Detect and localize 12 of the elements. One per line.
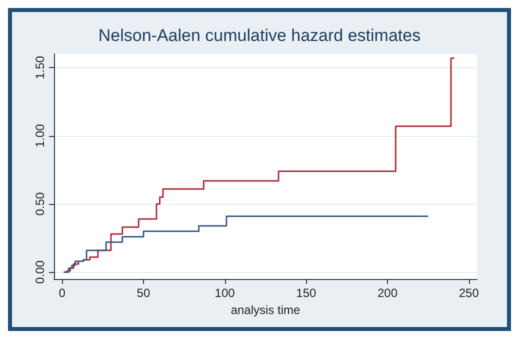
x-axis-title: analysis time (230, 302, 301, 317)
y-tick-label: 0.00 (33, 260, 47, 284)
chart-title: Nelson-Aalen cumulative hazard estimates (98, 26, 421, 45)
x-tick-label: 200 (378, 286, 398, 300)
x-tick-label: 50 (136, 286, 150, 300)
y-tick-label: 0.50 (33, 192, 47, 216)
x-tick-label: 100 (214, 286, 236, 300)
y-tick-label: 1.50 (33, 56, 47, 80)
x-tick-label: 250 (458, 286, 480, 300)
x-tick-label: 150 (296, 286, 317, 300)
x-tick-label: 0 (58, 286, 66, 300)
y-tick-label: 1.00 (33, 124, 47, 148)
